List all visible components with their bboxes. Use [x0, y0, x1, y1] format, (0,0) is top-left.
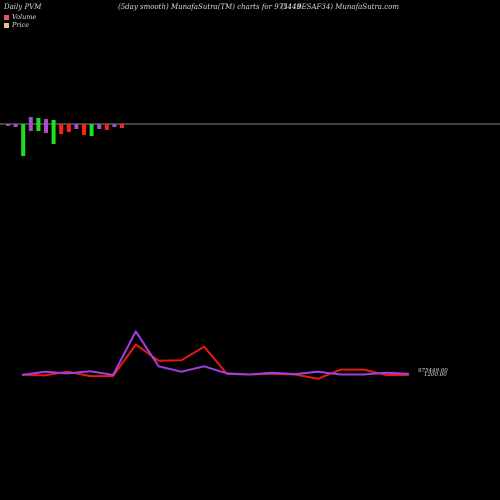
volume-bar — [13, 124, 18, 127]
volume-bar — [112, 124, 117, 127]
legend-price: Price — [4, 21, 29, 29]
volume-bar — [44, 119, 48, 133]
volume-bar — [36, 118, 41, 131]
legend-volume: Volume — [4, 13, 36, 21]
price-line-purple — [21, 330, 410, 376]
volume-bar — [51, 120, 56, 144]
volume-bar — [74, 124, 79, 129]
price-axis-label-top: 975449.00 — [418, 368, 448, 374]
volume-bar — [104, 124, 109, 130]
volume-bar — [120, 124, 124, 128]
legend-price-label: Price — [12, 21, 30, 29]
price-line-red — [21, 343, 409, 380]
chart-title-right: (1110ESAF34) MunafaSutra.com — [281, 3, 399, 11]
price-axis-label-value: 1200.00 — [424, 372, 447, 378]
volume-bar — [21, 124, 26, 156]
volume-bar — [59, 124, 64, 134]
volume-bar — [89, 124, 94, 136]
volume-bar — [82, 124, 86, 135]
legend-volume-label: Volume — [12, 13, 37, 21]
legend-price-swatch — [4, 22, 9, 28]
legend-volume-swatch — [4, 14, 9, 20]
chart-title-left: Daily PVM — [4, 3, 42, 11]
volume-bar — [6, 124, 10, 126]
volume-bar — [28, 117, 33, 131]
volume-bar — [66, 124, 71, 132]
chart-title-middle: (5day smooth) MunafaSutra(TM) charts for… — [118, 3, 301, 11]
volume-bar — [97, 124, 102, 129]
